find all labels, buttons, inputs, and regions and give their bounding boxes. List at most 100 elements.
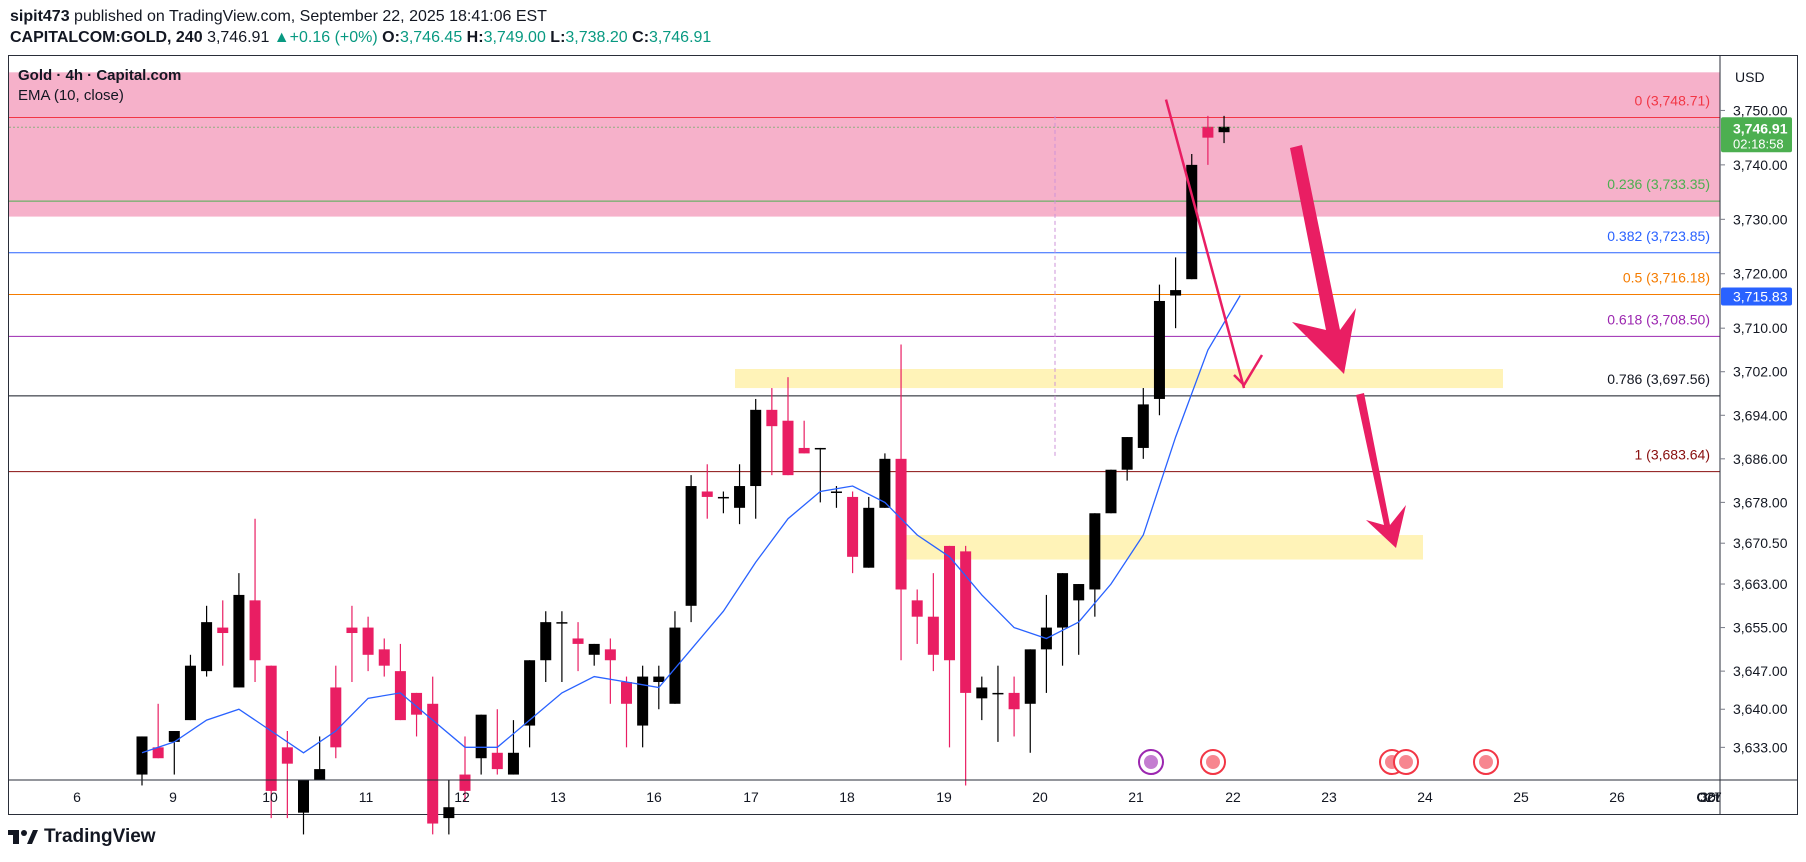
candle[interactable] — [491, 709, 503, 775]
candle[interactable] — [556, 611, 568, 683]
candle[interactable] — [1153, 284, 1165, 416]
candle[interactable] — [782, 377, 794, 476]
candle[interactable] — [1024, 649, 1036, 753]
candle[interactable] — [394, 643, 406, 721]
candle[interactable] — [152, 703, 164, 759]
candle[interactable] — [637, 665, 649, 748]
candle[interactable] — [233, 573, 245, 688]
candle[interactable] — [669, 611, 681, 704]
candle[interactable] — [378, 638, 390, 677]
candle[interactable] — [863, 496, 875, 568]
legend-indicator[interactable]: EMA (10, close) — [18, 87, 124, 104]
candle[interactable] — [1040, 594, 1052, 693]
candle[interactable] — [588, 643, 600, 666]
candle-body — [491, 752, 503, 770]
candle[interactable] — [734, 464, 746, 525]
candle[interactable] — [1105, 469, 1117, 514]
candle[interactable] — [298, 780, 309, 835]
large-arrow — [1356, 393, 1406, 548]
candle[interactable] — [1170, 257, 1182, 329]
candle[interactable] — [524, 660, 536, 748]
us-flag-event-icon[interactable] — [1393, 749, 1419, 775]
candle[interactable] — [1202, 115, 1214, 165]
candle[interactable] — [1073, 584, 1085, 655]
candle[interactable] — [927, 573, 939, 672]
last-price-badge[interactable] — [1721, 117, 1792, 153]
chart-frame[interactable] — [8, 55, 1798, 815]
candle[interactable] — [330, 665, 342, 759]
support-zone — [735, 369, 1503, 389]
candle[interactable] — [750, 398, 762, 519]
candle[interactable] — [976, 676, 988, 721]
fib-level-label: 1 (3,683.64) — [1635, 447, 1711, 463]
candle[interactable] — [1057, 573, 1069, 666]
price-axis-label: 3,740.00 — [1733, 157, 1788, 173]
candle-body — [879, 458, 891, 508]
candle[interactable] — [1008, 676, 1020, 737]
candle[interactable] — [540, 611, 552, 683]
candle[interactable] — [168, 731, 180, 775]
candle[interactable] — [830, 486, 842, 508]
time-axis-label: 11 — [359, 789, 374, 805]
candle[interactable] — [201, 605, 213, 677]
candle[interactable] — [136, 736, 148, 786]
time-axis-label: 26 — [1609, 789, 1625, 805]
candle[interactable] — [879, 453, 891, 508]
ema-price-badge[interactable] — [1721, 287, 1792, 306]
footer-brand[interactable]: TradingView — [8, 826, 156, 848]
candle[interactable] — [992, 665, 1004, 742]
candle[interactable] — [475, 714, 487, 775]
us-flag-event-icon[interactable] — [1200, 749, 1226, 775]
candle[interactable] — [443, 780, 455, 835]
candle[interactable] — [411, 692, 423, 737]
candle[interactable] — [362, 616, 374, 672]
candle-body — [298, 780, 309, 813]
candle[interactable] — [314, 736, 326, 780]
candle[interactable] — [766, 388, 778, 476]
candle[interactable] — [572, 622, 584, 672]
candle[interactable] — [1121, 437, 1133, 481]
candle[interactable] — [685, 475, 697, 623]
publisher-user[interactable]: sipit473 — [10, 8, 70, 25]
candle[interactable] — [911, 589, 923, 644]
ema-line[interactable] — [141, 295, 1241, 754]
candle-body — [734, 486, 746, 508]
candle[interactable] — [1089, 513, 1101, 617]
candle[interactable] — [184, 654, 196, 721]
candle-body — [136, 736, 148, 775]
candle-body — [1008, 692, 1020, 710]
candle[interactable] — [507, 720, 519, 775]
symbol-label: CAPITALCOM:GOLD, 240 — [10, 29, 203, 46]
candle[interactable] — [217, 600, 229, 666]
time-axis-label: 12 — [454, 789, 470, 805]
candle[interactable] — [895, 344, 907, 661]
candle[interactable] — [265, 665, 277, 819]
candle[interactable] — [717, 491, 729, 514]
candle[interactable] — [281, 731, 293, 819]
candle-body — [1024, 649, 1036, 704]
candle-body — [847, 496, 859, 557]
candle[interactable] — [621, 676, 632, 748]
candle[interactable] — [1137, 388, 1149, 459]
candle[interactable] — [346, 605, 358, 683]
lightning-event-icon[interactable] — [1138, 749, 1164, 775]
candle[interactable] — [1186, 153, 1198, 280]
candle[interactable] — [960, 545, 972, 786]
candle-body — [411, 692, 423, 715]
candle[interactable] — [944, 545, 955, 748]
candle-body — [1073, 584, 1085, 601]
candle[interactable] — [701, 464, 713, 519]
candle[interactable] — [604, 638, 616, 704]
low-label: L: — [550, 29, 566, 46]
candle[interactable] — [814, 447, 826, 503]
candle-body — [507, 752, 519, 775]
arrow-line — [1164, 99, 1246, 389]
price-axis: USD 3,633.00 3,640.00 3,647.00 3,655.00 3,663… — [1719, 56, 1792, 814]
candle[interactable] — [427, 676, 439, 835]
candle[interactable] — [798, 420, 810, 454]
us-flag-event-icon[interactable] — [1473, 749, 1499, 775]
candle[interactable] — [1218, 115, 1230, 144]
candle[interactable] — [249, 518, 261, 683]
candle[interactable] — [847, 491, 859, 574]
